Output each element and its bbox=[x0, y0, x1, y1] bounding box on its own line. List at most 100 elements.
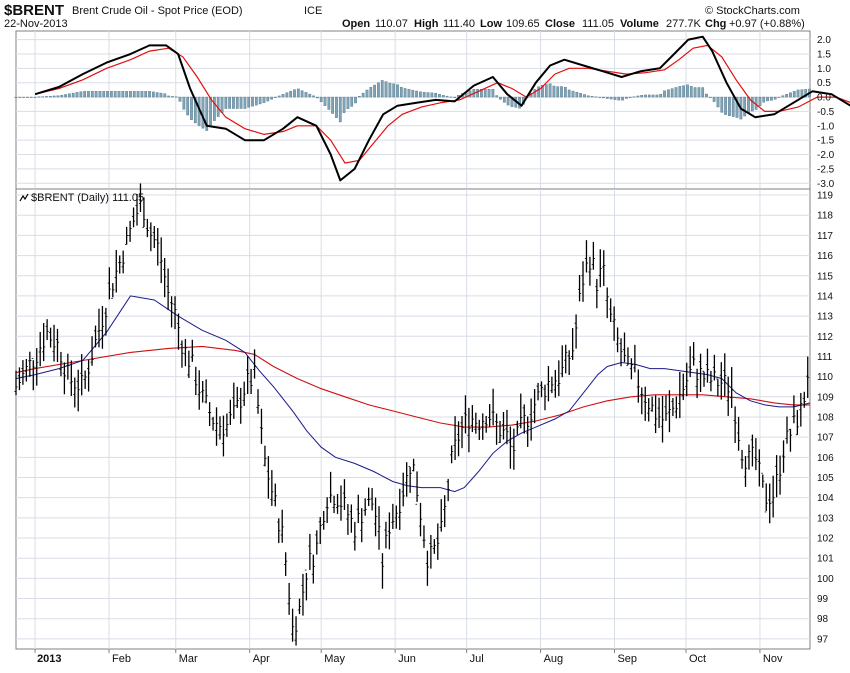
macd-histogram-bar bbox=[758, 96, 762, 107]
macd-histogram-bar bbox=[800, 89, 804, 98]
macd-histogram-bar bbox=[663, 90, 666, 98]
macd-histogram-bar bbox=[785, 94, 788, 98]
macd-histogram-bar bbox=[373, 84, 376, 98]
macd-histogram-bar bbox=[747, 96, 750, 114]
macd-histogram-bar bbox=[773, 96, 777, 100]
macd-histogram-bar bbox=[87, 91, 90, 98]
price-y-tick-label: 98 bbox=[817, 614, 829, 625]
macd-histogram-bar bbox=[144, 91, 148, 98]
macd-histogram-bar bbox=[541, 85, 544, 98]
macd-histogram-bar bbox=[159, 92, 163, 98]
macd-histogram-bar bbox=[270, 96, 273, 100]
macd-y-tick-label: -2.0 bbox=[817, 150, 835, 161]
price-y-tick-label: 102 bbox=[817, 534, 834, 545]
macd-histogram-bar bbox=[586, 95, 590, 98]
macd-histogram-bar bbox=[113, 91, 117, 98]
macd-histogram-bar bbox=[224, 96, 228, 109]
macd-histogram-bar bbox=[365, 89, 369, 98]
macd-histogram-bar bbox=[90, 91, 94, 98]
macd-y-tick-label: 1.0 bbox=[817, 64, 831, 75]
macd-histogram-bar bbox=[781, 95, 785, 98]
price-panel: 119 118 117 116 115 114 113 112 111 110 109 108 107 1… bbox=[14, 183, 834, 650]
macd-histogram-bar bbox=[243, 96, 247, 109]
macd-histogram-bar bbox=[602, 96, 605, 99]
macd-histogram-bar bbox=[121, 91, 125, 98]
price-y-tick-label: 104 bbox=[817, 493, 834, 504]
macd-histogram-bar bbox=[369, 87, 373, 98]
price-y-tick-label: 99 bbox=[817, 594, 829, 605]
macd-histogram-bar bbox=[26, 96, 29, 98]
price-y-tick-label: 113 bbox=[817, 312, 833, 323]
macd-histogram-bar bbox=[499, 96, 502, 100]
macd-histogram-bar bbox=[205, 96, 209, 131]
macd-histogram-bar bbox=[41, 96, 45, 98]
macd-histogram-bar bbox=[422, 92, 426, 98]
line-chart-icon bbox=[19, 193, 29, 202]
macd-histogram-bar bbox=[598, 96, 602, 98]
macd-histogram-bar bbox=[533, 89, 537, 98]
price-y-tick-label: 112 bbox=[817, 332, 833, 343]
x-tick-label: Feb bbox=[112, 653, 131, 665]
macd-line bbox=[34, 35, 850, 182]
macd-histogram-bar bbox=[445, 95, 449, 98]
macd-histogram-bar bbox=[770, 96, 773, 101]
macd-histogram-bar bbox=[29, 96, 33, 98]
macd-histogram-bar bbox=[728, 96, 731, 116]
chart-copyright: © StockCharts.com bbox=[705, 5, 800, 17]
macd-histogram-bar bbox=[632, 96, 636, 98]
price-y-tick-label: 109 bbox=[817, 392, 834, 403]
macd-histogram-bar bbox=[403, 88, 407, 98]
macd-y-tick-label: -1.5 bbox=[817, 136, 835, 147]
macd-histogram-bar bbox=[537, 86, 541, 98]
price-y-tick-label: 114 bbox=[817, 291, 833, 302]
macd-histogram-bar bbox=[193, 96, 197, 124]
macd-histogram-bar bbox=[621, 96, 624, 101]
macd-histogram-bar bbox=[254, 96, 258, 106]
macd-histogram-bar bbox=[655, 94, 659, 98]
macd-histogram-bar bbox=[625, 96, 628, 99]
x-tick-label: Mar bbox=[179, 653, 198, 665]
macd-histogram-bar bbox=[735, 96, 739, 118]
macd-histogram-bar bbox=[453, 96, 457, 98]
macd-histogram-bar bbox=[724, 96, 727, 115]
macd-histogram-bar bbox=[335, 96, 338, 118]
macd-histogram-bar bbox=[571, 90, 575, 98]
macd-y-tick-label: 0.5 bbox=[817, 78, 831, 89]
macd-histogram-bar bbox=[506, 96, 510, 106]
macd-histogram-bar bbox=[262, 96, 266, 103]
macd-histogram-bar bbox=[743, 96, 747, 117]
macd-histogram-bar bbox=[644, 94, 647, 98]
chg-value: +0.97 (+0.88%) bbox=[729, 18, 805, 30]
volume-label: Volume bbox=[620, 18, 659, 30]
chart-date: 22-Nov-2013 bbox=[4, 18, 68, 30]
macd-histogram-bar bbox=[590, 96, 594, 98]
macd-histogram-bar bbox=[83, 91, 87, 98]
macd-lines bbox=[34, 35, 850, 182]
macd-histogram-bar bbox=[667, 89, 670, 98]
macd-histogram-bar bbox=[14, 96, 18, 98]
macd-histogram-bar bbox=[380, 80, 384, 98]
macd-histogram-bar bbox=[316, 96, 319, 99]
macd-histogram-bar bbox=[182, 96, 186, 110]
macd-histogram-bar bbox=[22, 96, 25, 98]
macd-histogram-bar bbox=[613, 96, 617, 100]
macd-histogram-bar bbox=[186, 96, 190, 116]
macd-histogram-bar bbox=[766, 96, 769, 102]
open-label: Open bbox=[342, 18, 370, 30]
macd-histogram-bar bbox=[228, 96, 231, 109]
macd-histogram-bar bbox=[106, 91, 109, 98]
macd-histogram-bar bbox=[731, 96, 735, 117]
x-axis: 2013 Feb Mar Apr May Jun Jul Aug Sep Oct Nov bbox=[34, 649, 783, 665]
chart-exchange: ICE bbox=[304, 5, 322, 17]
macd-histogram-bar bbox=[438, 94, 441, 98]
macd-histogram-bar bbox=[583, 94, 586, 98]
macd-histogram-bar bbox=[56, 95, 60, 98]
macd-histogram-bar bbox=[449, 96, 453, 98]
macd-histogram-bar bbox=[358, 95, 361, 98]
macd-histogram-bar bbox=[33, 96, 37, 98]
macd-histogram-bar bbox=[388, 82, 392, 98]
price-y-tick-label: 119 bbox=[817, 191, 833, 202]
price-y-tick-label: 103 bbox=[817, 513, 834, 524]
price-y-tick-label: 108 bbox=[817, 412, 834, 423]
